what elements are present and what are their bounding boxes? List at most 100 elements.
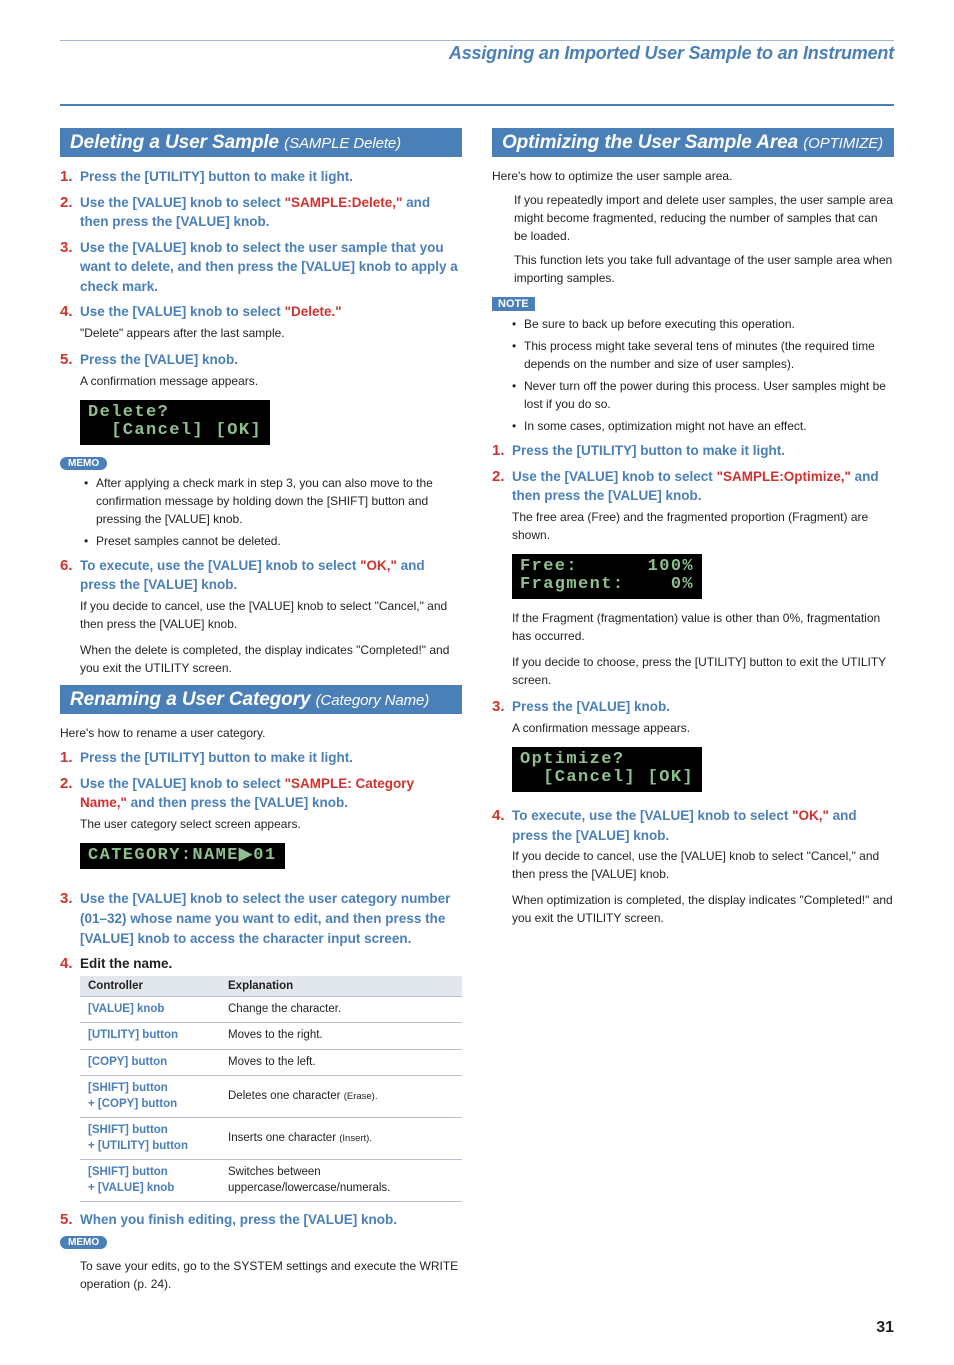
table-row: [VALUE] knobChange the character.	[80, 996, 462, 1023]
td-explanation: Moves to the right.	[220, 1023, 462, 1050]
left-column: Deleting a User Sample (SAMPLE Delete) 1…	[60, 128, 462, 1301]
step-o2-after2: If the Fragment (fragmentation) value is…	[512, 609, 894, 645]
step-number: 2.	[60, 775, 80, 792]
title-text: Renaming a User Category	[70, 689, 316, 710]
step-number: 3.	[60, 239, 80, 256]
step-text: Use the [VALUE] knob to select "SAMPLE:O…	[512, 467, 894, 506]
step-o4: 4. To execute, use the [VALUE] knob to s…	[492, 806, 894, 845]
lcd-optimize: Optimize? [Cancel] [OK]	[512, 747, 702, 792]
step-text: Press the [UTILITY] button to make it li…	[80, 167, 353, 187]
step-6-after1: If you decide to cancel, use the [VALUE]…	[80, 597, 462, 633]
td-explanation: Inserts one character (Insert).	[220, 1118, 462, 1160]
th-explanation: Explanation	[220, 976, 462, 997]
step-number: 4.	[492, 807, 512, 824]
step-o3: 3. Press the [VALUE] knob.	[492, 697, 894, 717]
step-text: Press the [UTILITY] button to make it li…	[80, 748, 353, 768]
page-number: 31	[60, 1319, 894, 1337]
step-6-after2: When the delete is completed, the displa…	[80, 641, 462, 677]
step-o3-after: A confirmation message appears.	[512, 719, 894, 737]
page: Assigning an Imported User Sample to an …	[0, 0, 954, 1365]
lcd-line: Optimize?	[520, 751, 694, 770]
lcd-line: Free: 100%	[520, 558, 694, 577]
table-row: [SHIFT] button + [VALUE] knobSwitches be…	[80, 1160, 462, 1202]
step-o2: 2. Use the [VALUE] knob to select "SAMPL…	[492, 467, 894, 506]
lcd-line: [Cancel] [OK]	[88, 422, 262, 441]
memo-badge: MEMO	[60, 457, 107, 470]
step-number: 1.	[492, 442, 512, 459]
td-explanation: Change the character.	[220, 996, 462, 1023]
note-list: Be sure to back up before executing this…	[492, 315, 894, 435]
td-explanation: Switches between uppercase/lowercase/num…	[220, 1160, 462, 1202]
title-sub: (Category Name)	[316, 692, 430, 709]
memo-item: Preset samples cannot be deleted.	[96, 532, 462, 550]
step-number: 3.	[492, 698, 512, 715]
step-number: 1.	[60, 168, 80, 185]
section-optimize-title: Optimizing the User Sample Area (OPTIMIZ…	[492, 128, 894, 157]
step-3: 3. Use the [VALUE] knob to select the us…	[60, 238, 462, 297]
td-controller: [COPY] button	[80, 1049, 220, 1076]
lcd-line: Fragment: 0%	[520, 576, 694, 595]
step-4-after: "Delete" appears after the last sample.	[80, 324, 462, 342]
step-number: 3.	[60, 890, 80, 907]
step-text: Use the [VALUE] knob to select the user …	[80, 889, 462, 948]
lcd-delete: Delete? [Cancel] [OK]	[80, 400, 270, 445]
td-controller: [SHIFT] button + [COPY] button	[80, 1076, 220, 1118]
step-r1: 1. Press the [UTILITY] button to make it…	[60, 748, 462, 768]
title-sub: (SAMPLE Delete)	[284, 135, 401, 152]
note-badge: NOTE	[492, 297, 535, 311]
title-text: Deleting a User Sample	[70, 132, 284, 153]
td-explanation: Deletes one character (Erase).	[220, 1076, 462, 1118]
step-text: Press the [VALUE] knob.	[512, 697, 670, 717]
table-row: [UTILITY] buttonMoves to the right.	[80, 1023, 462, 1050]
optimize-p2: This function lets you take full advanta…	[492, 251, 894, 287]
table-header-row: ControllerExplanation	[80, 976, 462, 997]
step-text: Press the [VALUE] knob.	[80, 350, 238, 370]
step-number: 4.	[60, 303, 80, 320]
step-text: Press the [UTILITY] button to make it li…	[512, 441, 785, 461]
title-sub: (OPTIMIZE)	[803, 135, 883, 152]
rename-intro: Here's how to rename a user category.	[60, 724, 462, 742]
controller-table: ControllerExplanation [VALUE] knobChange…	[80, 976, 462, 1203]
step-number: 2.	[60, 194, 80, 211]
step-r2: 2. Use the [VALUE] knob to select "SAMPL…	[60, 774, 462, 813]
note-item: Never turn off the power during this pro…	[524, 377, 894, 413]
note-item: In some cases, optimization might not ha…	[524, 417, 894, 435]
optimize-intro: Here's how to optimize the user sample a…	[492, 167, 894, 185]
step-o2-after: The free area (Free) and the fragmented …	[512, 508, 894, 544]
lcd-line: Delete?	[88, 404, 262, 423]
step-text: To execute, use the [VALUE] knob to sele…	[80, 556, 462, 595]
step-6: 6. To execute, use the [VALUE] knob to s…	[60, 556, 462, 595]
step-o1: 1. Press the [UTILITY] button to make it…	[492, 441, 894, 461]
header-rule	[60, 104, 894, 106]
step-text: Use the [VALUE] knob to select the user …	[80, 238, 462, 297]
step-text: Use the [VALUE] knob to select "SAMPLE: …	[80, 774, 462, 813]
header-rule-top	[60, 40, 894, 41]
th-controller: Controller	[80, 976, 220, 997]
step-text: When you finish editing, press the [VALU…	[80, 1210, 397, 1230]
note-item: Be sure to back up before executing this…	[524, 315, 894, 333]
step-number: 4.	[60, 955, 80, 972]
section-delete-title: Deleting a User Sample (SAMPLE Delete)	[60, 128, 462, 157]
lcd-category: CATEGORY:NAME▶01	[80, 843, 285, 870]
memo2-text: To save your edits, go to the SYSTEM set…	[80, 1257, 462, 1293]
memo-list: After applying a check mark in step 3, y…	[60, 474, 462, 550]
step-o2-after3: If you decide to choose, press the [UTIL…	[512, 653, 894, 689]
note-item: This process might take several tens of …	[524, 337, 894, 373]
step-number: 5.	[60, 351, 80, 368]
memo-badge: MEMO	[60, 1236, 107, 1249]
columns: Deleting a User Sample (SAMPLE Delete) 1…	[60, 128, 894, 1301]
lcd-free: Free: 100% Fragment: 0%	[512, 554, 702, 599]
optimize-p1: If you repeatedly import and delete user…	[492, 191, 894, 245]
step-text: Use the [VALUE] knob to select "SAMPLE:D…	[80, 193, 462, 232]
step-number: 6.	[60, 557, 80, 574]
step-5-after: A confirmation message appears.	[80, 372, 462, 390]
td-controller: [VALUE] knob	[80, 996, 220, 1023]
td-controller: [SHIFT] button + [UTILITY] button	[80, 1118, 220, 1160]
lcd-line: [Cancel] [OK]	[520, 769, 694, 788]
step-number: 1.	[60, 749, 80, 766]
step-text: Use the [VALUE] knob to select "Delete."	[80, 302, 342, 322]
title-text: Optimizing the User Sample Area	[502, 132, 803, 153]
step-r4: 4. Edit the name.	[60, 954, 462, 974]
memo-item: After applying a check mark in step 3, y…	[96, 474, 462, 528]
table-row: [SHIFT] button + [UTILITY] buttonInserts…	[80, 1118, 462, 1160]
